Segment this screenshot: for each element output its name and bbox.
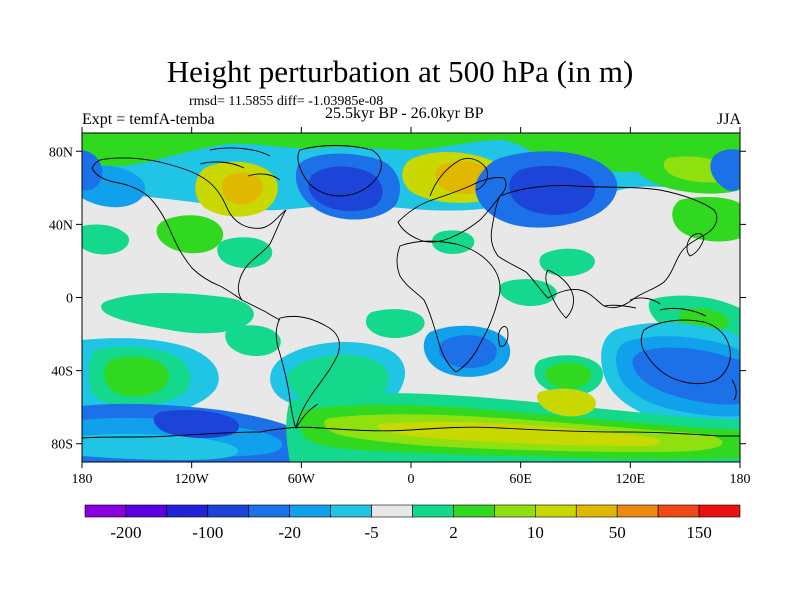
season-label: JJA (716, 111, 741, 128)
field-region (499, 279, 557, 306)
colorbar-label: 50 (609, 523, 626, 542)
x-tick-label: 120E (616, 472, 646, 487)
y-tick-label: 40S (51, 365, 73, 380)
colorbar-swatch (575, 504, 618, 518)
colorbar-swatch (412, 504, 454, 518)
colorbar-label: 150 (686, 523, 712, 542)
colorbar (84, 504, 741, 518)
x-tick-label: 60E (509, 472, 532, 487)
field-region (82, 224, 130, 255)
experiment-label: Expt = temfA-temba (82, 111, 215, 128)
coastline-greenland (297, 145, 382, 197)
field-region (82, 150, 103, 191)
colorbar-swatch (330, 504, 372, 518)
field-region (222, 172, 264, 205)
stats-line: rmsd= 11.5855 diff= -1.03985e-08 (189, 94, 384, 109)
field-region (438, 335, 497, 368)
y-tick-label: 80N (49, 145, 73, 160)
field-region (225, 325, 281, 356)
coastline-maritime-continent (603, 297, 707, 317)
colorbar-swatch (657, 504, 700, 518)
colorbar-swatch (535, 504, 577, 518)
colorbar-label: 10 (527, 523, 544, 542)
x-tick-label: 180 (730, 472, 751, 487)
colorbar-swatch (453, 504, 495, 518)
y-tick-label: 80S (51, 438, 73, 453)
colorbar-swatch (166, 504, 209, 518)
field-region (632, 347, 740, 405)
colorbar-swatch (207, 504, 250, 518)
field-region (153, 410, 240, 439)
coastline-india (545, 269, 575, 319)
coastline-central-america (241, 299, 281, 321)
colorbar-swatch (698, 504, 741, 518)
field-region (710, 149, 740, 191)
coastline-antarctica (82, 426, 740, 439)
coastline-new-zealand (731, 372, 740, 401)
x-tick-label: 120W (175, 472, 210, 487)
field-region (156, 215, 224, 254)
field-region (509, 165, 596, 215)
field-region (101, 293, 254, 334)
axis-ticks (76, 127, 746, 468)
field-region (545, 362, 592, 389)
coastline-africa (396, 240, 501, 373)
colorbar-label: -20 (278, 523, 301, 542)
colorbar-label: -5 (364, 523, 378, 542)
x-tick-label: 0 (408, 472, 415, 487)
coastline-north-america (91, 157, 287, 301)
field-region (366, 309, 425, 338)
colorbar-swatch (84, 504, 127, 518)
field-region (288, 354, 389, 406)
coastline-arctic-islands (199, 147, 281, 181)
period-label: 25.5kyr BP - 26.0kyr BP (325, 105, 484, 122)
coastline-japan (686, 233, 705, 257)
x-tick-label: 60W (288, 472, 316, 487)
page-title: Height perturbation at 500 hPa (in m) (166, 54, 634, 89)
coastline-antarctic-peninsula (295, 403, 319, 429)
colorbar-label: -100 (192, 523, 223, 542)
field-region (432, 230, 475, 254)
field-region (104, 356, 169, 397)
field-region (672, 197, 740, 242)
colorbar-label: 2 (449, 523, 458, 542)
coastline-south-america (275, 315, 340, 430)
colorbar-label: -200 (110, 523, 141, 542)
colorbar-swatch (616, 504, 659, 518)
colorbar-swatch (289, 504, 331, 518)
field-region (539, 248, 595, 277)
coastline-australia (640, 319, 731, 385)
coastlines (82, 145, 740, 439)
axis-tick-labels: 180 120W 60W 0 60E 120E 180 80N 40N 0 40S 80S (49, 145, 751, 487)
colorbar-swatch (371, 504, 413, 518)
colorbar-swatch (125, 504, 168, 518)
field-region (82, 433, 239, 460)
y-tick-label: 40N (49, 218, 73, 233)
y-tick-label: 0 (66, 292, 73, 307)
coastline-scandinavia (429, 157, 488, 197)
coastline-madagascar (498, 326, 509, 347)
field-region (217, 237, 273, 268)
x-tick-label: 180 (72, 472, 93, 487)
colorbar-swatch (248, 504, 290, 518)
colorbar-labels: -200 -100 -20 -5 2 10 50 150 (110, 523, 711, 542)
field-region (308, 166, 383, 212)
field-region (537, 388, 597, 417)
colorbar-swatch (494, 504, 536, 518)
